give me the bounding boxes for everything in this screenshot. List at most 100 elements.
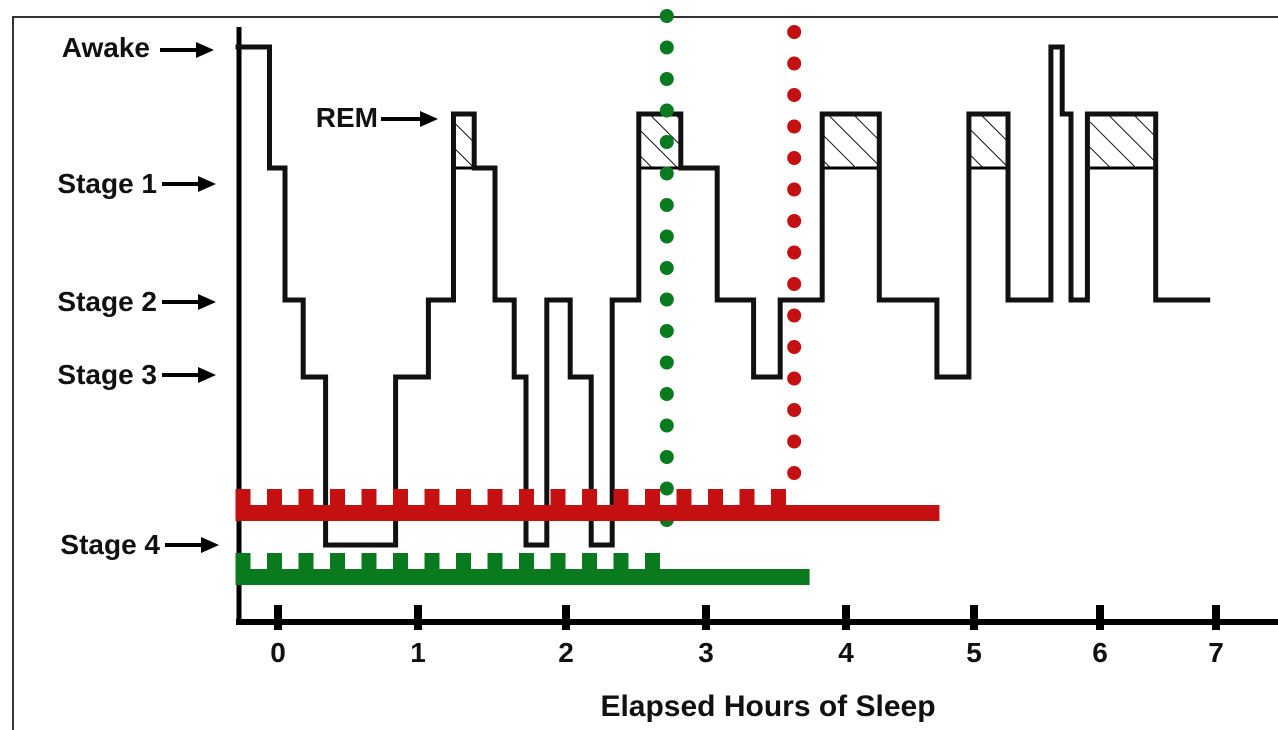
timeline-notch [424,553,440,571]
timeline-notch [456,553,471,571]
chart-frame [12,16,1278,730]
timeline-notch [613,553,629,571]
marker-dot [787,340,802,354]
timeline-notch [487,553,503,571]
marker-dot [659,72,674,86]
timeline-bar-body [235,569,810,585]
marker-dot [787,88,802,102]
x-tick-label: 4 [838,637,854,668]
x-tick-label: 2 [558,637,574,668]
marker-dot [659,355,674,370]
timeline-notch [235,489,251,507]
marker-dot [787,371,802,386]
timeline-notch [519,489,534,507]
timeline-green-bar [235,553,810,585]
marker-dot [787,277,802,291]
rem-period-box [637,112,683,170]
timeline-notch [519,553,534,571]
marker-dot [787,56,802,71]
marker-dot [659,324,674,338]
x-axis-title: Elapsed Hours of Sleep [600,690,935,723]
rem-period-box [1085,112,1158,170]
arrow-right-icon [198,367,216,383]
timeline-bar-body [235,505,940,521]
timeline-notch [550,553,566,571]
hypnogram-series [235,44,1211,548]
marker-dot [659,229,674,244]
marker-dot [659,135,674,149]
hypnogram-line [235,44,1211,548]
x-tick-label: 5 [966,637,982,668]
timeline-notch [456,489,471,507]
x-tick-label: 6 [1092,637,1108,668]
timeline-notch [550,489,566,507]
timeline-notch [771,489,786,507]
timeline-notch [330,553,345,571]
timeline-notch [708,489,723,507]
rem-period-box [452,112,476,170]
marker-dot [787,403,802,417]
stage-label-stage-1: Stage 1 [57,168,157,199]
x-tick-label: 7 [1208,637,1224,668]
marker-line-green-dotted [659,9,674,527]
x-axis-ticks: 0 1 2 3 4 5 6 7 [270,605,1224,668]
arrow-right-icon [198,294,216,310]
marker-line-red-dotted [787,25,802,480]
marker-dot [787,466,802,480]
stage-label-awake: Awake [62,32,150,63]
marker-dot [787,182,802,197]
marker-dot [659,103,674,118]
timeline-bars [235,489,940,585]
timeline-notch [361,553,377,571]
marker-dot [659,450,674,464]
timeline-notch [393,553,408,571]
x-tick-label: 0 [270,637,286,668]
x-tick-label: 3 [698,637,714,668]
arrow-right-icon [201,537,219,553]
timeline-notch [267,489,282,507]
timeline-notch [645,489,660,507]
x-tick-label: 1 [410,637,426,668]
marker-dot [787,434,802,449]
timeline-notch [267,553,282,571]
marker-dot [787,151,802,165]
rem-period-box [820,112,881,170]
rem-period-box [967,112,1010,170]
stage-label-stage-2: Stage 2 [57,286,157,317]
marker-dot [659,198,674,212]
marker-dot [787,119,802,134]
timeline-notch [361,489,377,507]
timeline-notch [487,489,503,507]
timeline-notch [235,553,251,571]
stage-label-stage-3: Stage 3 [57,359,157,390]
marker-dot [787,25,802,39]
timeline-notch [739,489,755,507]
timeline-notch [330,489,345,507]
timeline-notch [424,489,440,507]
timeline-notch [582,489,597,507]
arrow-right-icon [420,111,438,127]
marker-dot [659,387,674,401]
dotted-marker-lines [659,9,802,527]
marker-dot [659,9,674,23]
marker-dot [659,481,674,496]
marker-dot [787,245,802,260]
timeline-notch [645,553,660,571]
marker-dot [659,292,674,307]
timeline-notch [298,489,314,507]
timeline-notch [582,553,597,571]
marker-dot [659,166,674,181]
timeline-notch [393,489,408,507]
arrow-right-icon [198,176,216,192]
timeline-notch [613,489,629,507]
stage-labels: Awake REM Stage 1 Stage 2 Stage 3 Stage 4 [57,32,438,560]
stage-label-rem: REM [316,102,378,133]
arrow-right-icon [196,42,214,58]
marker-dot [787,308,802,323]
marker-dot [659,418,674,433]
timeline-notch [298,553,314,571]
timeline-red-bar [235,489,940,521]
marker-dot [659,40,674,55]
timeline-notch [676,489,692,507]
